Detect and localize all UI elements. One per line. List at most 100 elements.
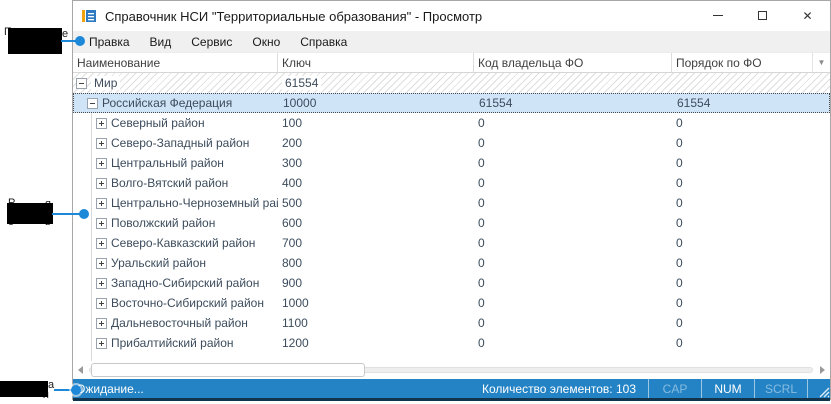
table-row[interactable]: Мир 61554 [73, 73, 830, 93]
close-button[interactable]: ✕ [785, 1, 830, 30]
column-chooser-button[interactable]: ▼ [812, 53, 830, 72]
key-cell: 900 [278, 273, 474, 293]
menu-item-vid[interactable]: Вид [149, 34, 172, 49]
owner-code-cell [474, 73, 672, 93]
owner-code-value: 0 [478, 316, 485, 330]
minimize-button[interactable] [695, 1, 740, 30]
callout-dot [71, 385, 81, 395]
owner-code-cell: 61554 [475, 94, 673, 112]
order-value: 0 [676, 136, 683, 150]
menu-item-spravka[interactable]: Справка [300, 34, 348, 49]
tree-expander-icon[interactable] [96, 257, 107, 269]
name-cell: Восточно-Сибирский район [73, 293, 278, 313]
name-cell: Прибалтийский район [73, 333, 278, 353]
table-row[interactable]: Северный район 100 0 0 [73, 113, 830, 133]
maximize-button[interactable] [740, 1, 785, 30]
column-header-name[interactable]: Наименование [73, 53, 278, 72]
key-value: 61554 [282, 76, 322, 90]
table-row[interactable]: Центральный район 300 0 0 [73, 153, 830, 173]
table-row[interactable]: Поволжский район 600 0 0 [73, 213, 830, 233]
scrollbar-thumb[interactable] [91, 363, 365, 377]
resize-grip-icon [819, 387, 830, 398]
menu-item-servis[interactable]: Сервис [191, 34, 233, 49]
owner-code-value: 0 [478, 176, 485, 190]
close-icon: ✕ [802, 8, 813, 23]
tree-expander-icon[interactable] [96, 117, 107, 129]
owner-code-value: 0 [478, 296, 485, 310]
table-row[interactable]: Центрально-Черноземный рай 500 0 0 [73, 193, 830, 213]
tree-expander-icon[interactable] [96, 237, 107, 249]
order-value: 0 [676, 316, 683, 330]
row-name: Волго-Вятский район [111, 176, 229, 190]
tree-expander-icon[interactable] [96, 157, 107, 169]
order-value: 0 [676, 236, 683, 250]
table-row[interactable]: Волго-Вятский район 400 0 0 [73, 173, 830, 193]
tree-expander-icon[interactable] [96, 317, 107, 329]
scroll-left-button[interactable] [73, 363, 87, 377]
scrollbar-track[interactable] [89, 367, 813, 373]
resize-grip[interactable] [808, 379, 830, 398]
tree-expander-icon[interactable] [96, 217, 107, 229]
tree-expander-icon[interactable] [87, 97, 98, 109]
tree-expander-icon[interactable] [96, 197, 107, 209]
table-row[interactable]: Восточно-Сибирский район 1000 0 0 [73, 293, 830, 313]
column-header-order[interactable]: Порядок по ФО [676, 56, 762, 70]
menu-item-okno[interactable]: Окно [252, 34, 281, 49]
scroll-right-button[interactable] [815, 363, 829, 377]
callout-dot [79, 209, 89, 219]
owner-code-cell: 0 [474, 333, 672, 353]
callout-dot [75, 36, 85, 46]
owner-code-cell: 0 [474, 193, 672, 213]
row-name: Центральный район [111, 156, 224, 170]
key-cell: 61554 [278, 73, 474, 93]
column-header-owner-code[interactable]: Код владельца ФО [474, 53, 672, 72]
name-cell: Поволжский район [73, 213, 278, 233]
owner-code-value: 0 [478, 136, 485, 150]
table-row[interactable]: Уральский район 800 0 0 [73, 253, 830, 273]
tree-expander-icon[interactable] [96, 297, 107, 309]
horizontal-scrollbar[interactable] [73, 361, 830, 379]
key-value: 700 [282, 236, 303, 250]
name-cell: Волго-Вятский район [73, 173, 278, 193]
table-row[interactable]: Российская Федерация 10000 61554 61554 [73, 93, 830, 113]
tree-expander-icon[interactable] [76, 77, 87, 89]
order-cell: 0 [672, 193, 830, 213]
name-cell: Северо-Западный район [73, 133, 278, 153]
tree-expander-icon[interactable] [96, 137, 107, 149]
table-row[interactable]: Западно-Сибирский район 900 0 0 [73, 273, 830, 293]
order-cell: 0 [672, 253, 830, 273]
row-name: Северо-Кавказский район [111, 236, 256, 250]
table-row[interactable]: Дальневосточный район 1100 0 0 [73, 313, 830, 333]
name-cell: Северо-Кавказский район [73, 233, 278, 253]
key-value: 600 [282, 216, 303, 230]
owner-code-cell: 0 [474, 233, 672, 253]
row-name: Прибалтийский район [111, 336, 234, 350]
table-row[interactable]: Северо-Западный район 200 0 0 [73, 133, 830, 153]
arrow-right-icon [819, 366, 825, 374]
key-value: 900 [282, 276, 303, 290]
tree-expander-icon[interactable] [96, 277, 107, 289]
order-value: 0 [676, 216, 683, 230]
scroll-lock-indicator: SCRL [764, 381, 797, 396]
key-value: 1200 [282, 336, 309, 350]
order-cell: 0 [672, 133, 830, 153]
table-row[interactable]: Северо-Кавказский район 700 0 0 [73, 233, 830, 253]
column-header-key[interactable]: Ключ [278, 53, 474, 72]
title-bar[interactable]: Справочник НСИ "Территориальные образова… [73, 1, 830, 31]
key-cell: 100 [278, 113, 474, 133]
table-row[interactable]: Прибалтийский район 1200 0 0 [73, 333, 830, 353]
owner-code-value: 0 [478, 276, 485, 290]
key-cell: 400 [278, 173, 474, 193]
key-cell: 500 [278, 193, 474, 213]
window-bottom-edge [73, 398, 830, 401]
tree-expander-icon[interactable] [96, 177, 107, 189]
row-name: Уральский район [111, 256, 207, 270]
tree-expander-icon[interactable] [96, 337, 107, 349]
row-name: Западно-Сибирский район [111, 276, 260, 290]
chevron-down-icon: ▼ [817, 58, 826, 67]
callout-leader-line [52, 213, 81, 215]
key-cell: 10000 [279, 94, 475, 112]
menu-item-pravka[interactable]: Правка [89, 34, 130, 49]
key-value: 1000 [282, 296, 309, 310]
